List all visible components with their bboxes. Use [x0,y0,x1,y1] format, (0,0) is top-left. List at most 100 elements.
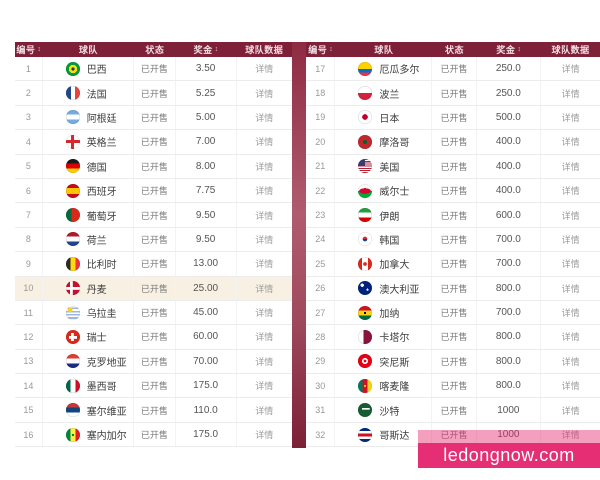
details-link[interactable]: 详情 [561,405,580,416]
column-header-0[interactable]: 编号 ↕ [306,43,335,56]
details-link[interactable]: 详情 [561,186,580,197]
status-text: 已开售 [432,398,477,422]
details-link[interactable]: 详情 [561,332,580,343]
odds-value: 5.25 [176,81,237,105]
status-text: 已开售 [134,300,176,325]
team-cell: 伊朗 [335,203,433,227]
team-name: 墨西哥 [86,382,117,394]
column-header-0[interactable]: 编号 ↕ [15,43,43,56]
details-link[interactable]: 详情 [255,112,274,123]
details-link[interactable]: 详情 [255,356,274,367]
team-cell: 瑞士 [43,325,135,349]
odds-value: 800.0 [477,374,542,398]
row-number: 26 [306,276,336,300]
team-name: 沙特 [379,406,400,418]
details-link[interactable]: 详情 [255,308,274,319]
table-row: 22 威尔士 已开售 400.0 详情 [306,178,600,204]
odds-value: 400.0 [477,130,542,154]
details-link[interactable]: 详情 [255,64,274,75]
status-text: 已开售 [432,349,477,374]
canada-flag-icon [358,256,373,271]
details-link[interactable]: 详情 [561,234,580,245]
details-link[interactable]: 详情 [561,88,580,99]
odds-value: 700.0 [477,227,542,252]
status-text: 已开售 [134,325,176,349]
team-name: 巴西 [86,65,107,77]
details-link[interactable]: 详情 [255,234,274,245]
details-link[interactable]: 详情 [561,137,580,148]
saudi-arabia-flag-icon [358,403,373,418]
details-link[interactable]: 详情 [255,381,274,392]
row-number: 11 [15,300,43,325]
sort-icon[interactable]: ↕ [517,46,522,53]
details-link[interactable]: 详情 [255,405,274,416]
column-header-3[interactable]: 奖金 ↕ [176,43,237,56]
belgium-flag-icon [65,256,80,271]
details-link[interactable]: 详情 [561,308,580,319]
odds-value: 800.0 [477,276,542,300]
table-row: 14 墨西哥 已开售 175.0 详情 [15,374,292,399]
details-link[interactable]: 详情 [561,356,580,367]
status-text: 已开售 [432,227,477,252]
table-row: 23 伊朗 已开售 600.0 详情 [306,203,600,228]
odds-value: 60.00 [176,325,237,349]
odds-value: 600.0 [477,203,542,227]
details-link[interactable]: 详情 [561,64,580,75]
sort-icon[interactable]: ↕ [329,46,334,53]
table-row: 10 丹麦 已开售 25.00 详情 [15,276,292,301]
row-number: 8 [15,227,43,252]
table-row: 26 澳大利亚 已开售 800.0 详情 [306,276,600,301]
odds-value: 250.0 [477,81,542,105]
table-row: 20 摩洛哥 已开售 400.0 详情 [306,130,600,155]
odds-value: 25.00 [176,276,237,300]
status-text: 已开售 [134,422,176,447]
row-number: 31 [306,398,336,422]
table-row: 29 突尼斯 已开售 800.0 详情 [306,349,600,375]
details-link[interactable]: 详情 [561,259,580,270]
odds-value: 1000 [477,422,542,447]
details-link[interactable]: 详情 [561,161,580,172]
row-number: 17 [306,57,336,81]
details-link[interactable]: 详情 [561,210,580,221]
details-link[interactable]: 详情 [255,430,274,441]
odds-value: 800.0 [477,349,542,374]
team-name: 法国 [86,89,107,101]
watermark-label: ledongnow.com [418,443,600,468]
row-number: 20 [306,130,336,154]
details-link[interactable]: 详情 [255,210,274,221]
row-number: 13 [15,349,43,374]
details-link[interactable]: 详情 [255,259,274,270]
sort-icon[interactable]: ↕ [37,46,42,53]
sort-icon[interactable]: ↕ [214,46,219,53]
poland-flag-icon [358,86,373,101]
table-row: 2 法国 已开售 5.25 详情 [15,81,292,106]
details-link[interactable]: 详情 [561,430,580,441]
switzerland-flag-icon [65,329,80,344]
table-row: 12 瑞士 已开售 60.00 详情 [15,325,292,350]
column-header-3[interactable]: 奖金 ↕ [477,43,542,56]
details-link[interactable]: 详情 [255,186,274,197]
table-header: 编号 ↕ 球队 状态 奖金 ↕ 球队数据 [15,42,292,57]
row-number: 7 [15,203,43,227]
team-cell: 沙特 [335,398,433,422]
details-link[interactable]: 详情 [561,112,580,123]
serbia-flag-icon [65,403,80,418]
details-link[interactable]: 详情 [255,88,274,99]
details-link[interactable]: 详情 [255,332,274,343]
table-row: 3 阿根廷 已开售 5.00 详情 [15,105,292,131]
table-row: 8 荷兰 已开售 9.50 详情 [15,227,292,253]
odds-value: 9.50 [176,203,237,227]
details-link[interactable]: 详情 [255,161,274,172]
details-link[interactable]: 详情 [255,283,274,294]
team-cell: 德国 [43,154,135,178]
table-row: 19 日本 已开售 500.0 详情 [306,105,600,131]
table-row: 18 波兰 已开售 250.0 详情 [306,81,600,106]
details-link[interactable]: 详情 [561,381,580,392]
details-link[interactable]: 详情 [255,137,274,148]
team-cell: 哥斯达 [335,422,433,447]
status-text: 已开售 [134,252,176,276]
team-cell: 比利时 [43,252,135,276]
details-link[interactable]: 详情 [561,283,580,294]
table-body: 1 巴西 已开售 3.50 详情 2 法国 已开售 5.25 详情 3 阿根廷 已开售 5.00 详情 4 英格… [15,57,292,448]
odds-value: 45.00 [176,300,237,325]
